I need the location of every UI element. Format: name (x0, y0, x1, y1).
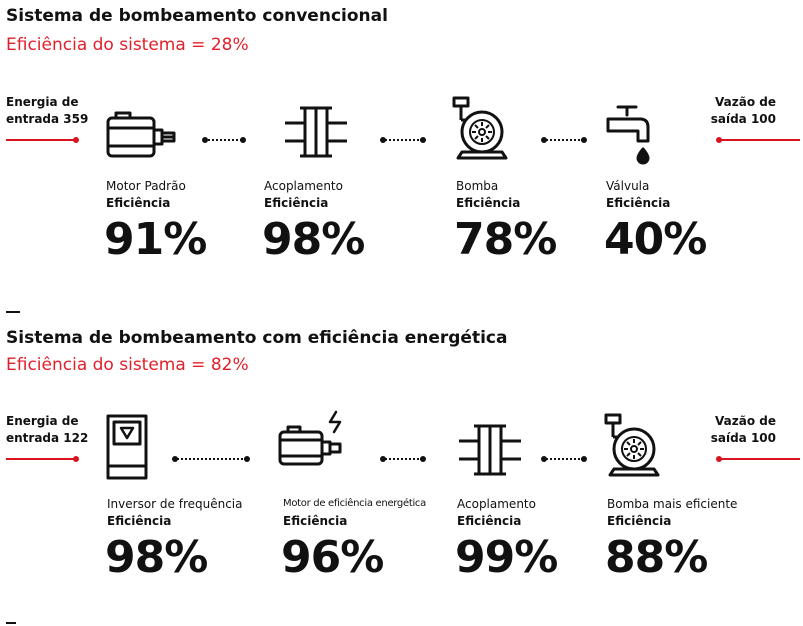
connector (543, 458, 583, 460)
input-label-line-2: entrada 359 (6, 112, 89, 126)
coupling-icon (285, 106, 347, 158)
coupling-icon (459, 424, 521, 476)
motor-icon (106, 111, 176, 158)
input-energy-label: Energia de entrada 122 (6, 413, 88, 447)
output-label-line-1: Vazão de (715, 414, 776, 428)
output-label-line-2: saída 100 (710, 112, 776, 126)
efficiency-label: Eficiência (107, 514, 172, 528)
connector (382, 458, 422, 460)
section-divider (6, 311, 20, 313)
connector-end (240, 137, 246, 143)
input-line (6, 458, 76, 460)
efficient-motor-icon (278, 410, 342, 466)
connector (543, 139, 583, 141)
output-label-line-1: Vazão de (715, 95, 776, 109)
connector-end (541, 456, 547, 462)
connector (204, 139, 242, 141)
connector-end (420, 137, 426, 143)
efficiency-label: Eficiência (606, 196, 671, 210)
output-line (720, 139, 800, 141)
efficiency-label: Eficiência (283, 514, 348, 528)
efficiency-label: Eficiência (264, 196, 329, 210)
input-dot (73, 137, 79, 143)
output-line (720, 458, 800, 460)
efficiency-value: 98% (105, 532, 208, 583)
pump-icon (604, 413, 660, 477)
connector-end (420, 456, 426, 462)
efficiency-value: 40% (604, 214, 707, 265)
section-1-subtitle: Eficiência do sistema = 28% (6, 35, 249, 55)
valve-icon (606, 105, 650, 165)
component-name: Motor de eficiência energética (283, 498, 426, 509)
drive-icon (106, 414, 148, 480)
component-name: Motor Padrão (106, 179, 186, 193)
input-label-line-1: Energia de (6, 414, 79, 428)
efficiency-label: Eficiência (456, 196, 521, 210)
output-flow-label: Vazão de saída 100 (700, 94, 776, 128)
connector-end (244, 456, 250, 462)
efficiency-value: 99% (455, 532, 558, 583)
component-name: Acoplamento (457, 497, 536, 511)
connector-end (581, 137, 587, 143)
connector-end (202, 137, 208, 143)
section-2-subtitle: Eficiência do sistema = 82% (6, 355, 249, 375)
section-1-title: Sistema de bombeamento convencional (6, 6, 388, 26)
output-label-line-2: saída 100 (710, 431, 776, 445)
connector-end (541, 137, 547, 143)
efficiency-value: 78% (454, 214, 557, 265)
section-2-title: Sistema de bombeamento com eficiência en… (6, 328, 508, 348)
efficiency-label: Eficiência (106, 196, 171, 210)
section-divider (6, 622, 16, 624)
connector-end (172, 456, 178, 462)
connector-end (380, 137, 386, 143)
efficiency-label: Eficiência (457, 514, 522, 528)
efficiency-value: 96% (281, 532, 384, 583)
efficiency-value: 91% (104, 214, 207, 265)
output-flow-label: Vazão de saída 100 (700, 413, 776, 447)
efficiency-value: 88% (605, 532, 708, 583)
output-dot (716, 456, 722, 462)
efficiency-label: Eficiência (607, 514, 672, 528)
component-name: Bomba mais eficiente (607, 497, 738, 511)
component-name: Inversor de frequência (107, 497, 243, 511)
input-dot (73, 456, 79, 462)
input-energy-label: Energia de entrada 359 (6, 94, 88, 128)
output-dot (716, 137, 722, 143)
component-name: Válvula (606, 179, 650, 193)
connector (382, 139, 422, 141)
component-name: Bomba (456, 179, 499, 193)
input-label-line-1: Energia de (6, 95, 79, 109)
input-label-line-2: entrada 122 (6, 431, 89, 445)
connector (174, 458, 246, 460)
connector-end (581, 456, 587, 462)
pump-icon (452, 96, 508, 160)
connector-end (380, 456, 386, 462)
efficiency-value: 98% (262, 214, 365, 265)
input-line (6, 139, 76, 141)
component-name: Acoplamento (264, 179, 343, 193)
